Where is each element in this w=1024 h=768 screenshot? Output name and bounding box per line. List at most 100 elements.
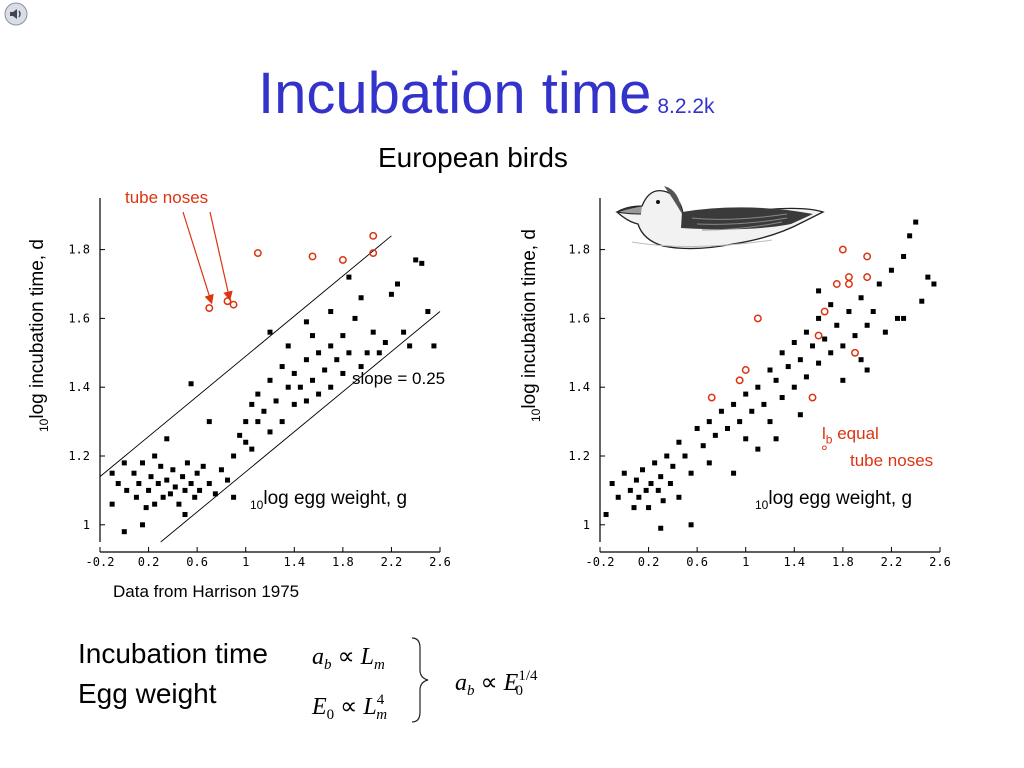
data-point [743, 391, 749, 397]
data-point [901, 315, 907, 321]
data-point [779, 350, 785, 356]
incubation-time-label: Incubation time [78, 638, 268, 669]
tube-nose-point [851, 348, 859, 357]
data-point [755, 446, 761, 452]
data-point [652, 460, 658, 466]
data-point [828, 350, 834, 356]
data-point [667, 481, 673, 487]
tube-nose-point [338, 255, 347, 264]
data-point [267, 329, 273, 335]
data-point [316, 391, 322, 397]
data-point [834, 322, 840, 328]
tube-nose-point [814, 331, 823, 340]
data-point [109, 470, 115, 476]
data-point [267, 377, 273, 383]
data-point [340, 370, 346, 376]
data-point [706, 419, 712, 425]
data-point [858, 357, 864, 363]
x-tick-label: 1 [742, 555, 749, 569]
data-point [182, 487, 188, 493]
data-point [206, 481, 212, 487]
data-point [688, 522, 694, 528]
data-point [358, 364, 364, 370]
data-point [285, 384, 291, 390]
slide-title: Incubation time 8.2.2k [258, 60, 715, 127]
data-point [182, 511, 188, 517]
data-point [797, 357, 803, 363]
data-point [121, 529, 127, 535]
data-point [279, 364, 285, 370]
data-point [925, 274, 931, 280]
data-point [164, 477, 170, 483]
data-point [901, 253, 907, 259]
data-point [225, 477, 230, 483]
data-point [188, 381, 194, 387]
bounding-line [160, 311, 441, 543]
speaker-icon[interactable] [4, 2, 28, 26]
y-tick-label: 1.2 [68, 449, 90, 463]
data-point [346, 350, 352, 356]
data-point [631, 505, 637, 511]
data-point [243, 419, 249, 425]
data-point [279, 419, 285, 425]
data-point [749, 408, 755, 414]
data-point [328, 384, 334, 390]
data-point [152, 501, 158, 507]
data-point [188, 481, 194, 487]
data-point [328, 343, 334, 349]
data-point [773, 436, 779, 442]
tube-nose-point [820, 307, 829, 316]
data-point [334, 357, 340, 363]
data-point [243, 439, 249, 445]
data-point [767, 419, 773, 425]
data-point [840, 343, 846, 349]
right-equal-label: lb equal [822, 424, 879, 447]
y-tick-label: 1 [583, 518, 590, 532]
data-point [346, 274, 352, 280]
data-point [180, 474, 186, 480]
data-point [376, 350, 382, 356]
data-point [382, 339, 388, 345]
y-tick-label: 1.4 [568, 380, 590, 394]
tube-nose-point [832, 280, 841, 288]
data-point [919, 298, 925, 304]
data-point [285, 343, 291, 349]
tube-nose-point [863, 252, 872, 261]
data-point [864, 322, 870, 328]
equation-3: ab ∝ E1/40 [455, 668, 538, 699]
left-chart-ylabel: 10log incubation time, d [27, 239, 51, 432]
data-point [133, 494, 139, 500]
x-tick-label: 1.8 [332, 555, 354, 569]
data-point [785, 364, 791, 370]
egg-weight-label: Egg weight [78, 678, 217, 709]
data-point [291, 401, 297, 407]
data-point [803, 329, 809, 335]
data-point [255, 419, 261, 425]
data-point [767, 367, 773, 373]
data-point [322, 367, 328, 373]
y-tick-label: 1.8 [68, 243, 90, 257]
data-point [816, 315, 822, 321]
data-point [395, 281, 400, 287]
equation-1: ab ∝ Lm [312, 644, 385, 673]
data-point [146, 487, 152, 493]
data-point [115, 481, 121, 487]
data-point [858, 295, 864, 301]
title-text: Incubation time [258, 61, 652, 126]
data-point [170, 467, 176, 473]
x-tick-label: 1.4 [283, 555, 305, 569]
slide-subtitle: European birds [378, 142, 568, 173]
data-point [267, 429, 273, 435]
curly-brace-icon [411, 637, 429, 723]
data-point [658, 474, 664, 480]
data-point [176, 501, 182, 507]
data-point [931, 281, 937, 287]
data-point [121, 460, 127, 466]
data-point [164, 436, 170, 442]
data-point [425, 309, 431, 315]
data-point [791, 384, 797, 390]
tube-nose-point [844, 280, 853, 288]
data-point [810, 343, 815, 349]
data-point [316, 350, 322, 356]
data-point [779, 395, 785, 401]
